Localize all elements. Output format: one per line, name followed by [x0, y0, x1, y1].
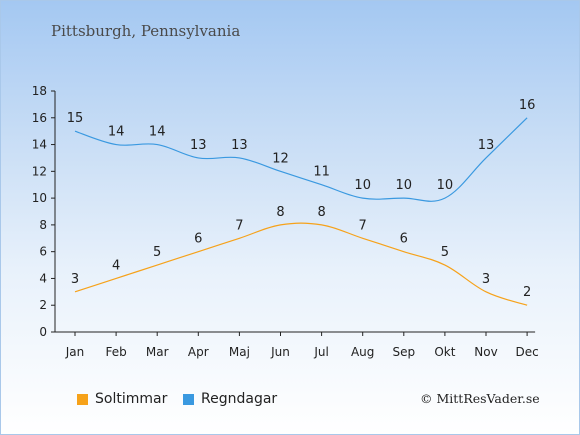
data-label: 8: [276, 205, 284, 220]
data-label: 3: [71, 272, 79, 287]
data-label: 13: [231, 138, 248, 153]
legend-item-rain: Regndagar: [183, 391, 277, 407]
data-label: 4: [112, 258, 120, 273]
data-label: 7: [359, 218, 367, 233]
y-tick-label: 0: [39, 325, 47, 339]
legend-swatch-rain: [183, 393, 194, 405]
site-credit: © MittResVader.se: [420, 391, 540, 406]
x-tick-label: Aug: [351, 345, 374, 359]
data-label: 10: [396, 178, 413, 193]
legend-label-sun: Soltimmar: [95, 391, 168, 407]
data-label: 8: [317, 205, 325, 220]
data-label: 15: [67, 111, 84, 126]
x-tick-label: Jan: [65, 345, 85, 359]
x-tick-label: Feb: [105, 345, 126, 359]
y-tick-label: 8: [39, 218, 47, 232]
legend-swatch-sun: [77, 393, 88, 405]
x-tick-label: Maj: [229, 345, 250, 359]
data-label: 2: [523, 285, 531, 300]
series-line-1: [74, 117, 528, 202]
legend-label-rain: Regndagar: [201, 391, 278, 407]
data-label: 13: [190, 138, 207, 153]
data-label: 10: [354, 178, 371, 193]
data-label: 16: [519, 98, 536, 113]
legend-item-sun: Soltimmar: [77, 391, 167, 407]
data-label: 10: [437, 178, 454, 193]
x-tick-label: Apr: [188, 345, 209, 359]
data-label: 11: [313, 165, 330, 180]
y-tick-label: 6: [39, 245, 47, 259]
y-tick-label: 16: [32, 111, 47, 125]
y-tick-label: 18: [32, 84, 47, 98]
data-label: 13: [478, 138, 495, 153]
data-label: 6: [400, 232, 408, 247]
x-tick-label: Jul: [313, 345, 328, 359]
x-tick-label: Okt: [434, 345, 455, 359]
y-tick-label: 4: [39, 271, 47, 285]
x-tick-label: Nov: [474, 345, 497, 359]
y-tick-label: 10: [32, 191, 47, 205]
series-line-0: [74, 222, 528, 306]
x-tick-label: Mar: [146, 345, 169, 359]
data-label: 14: [108, 125, 125, 140]
data-label: 6: [194, 232, 202, 247]
x-tick-label: Jun: [270, 345, 290, 359]
y-tick-label: 12: [32, 164, 47, 178]
data-label: 5: [153, 245, 161, 260]
data-label: 12: [272, 151, 289, 166]
data-label: 7: [235, 218, 243, 233]
data-label: 14: [149, 125, 166, 140]
x-tick-label: Sep: [392, 345, 415, 359]
data-label: 3: [482, 272, 490, 287]
x-tick-label: Dec: [515, 345, 538, 359]
chart-title: Pittsburgh, Pennsylvania: [51, 22, 241, 40]
y-tick-label: 14: [32, 138, 47, 152]
y-tick-label: 2: [39, 298, 47, 312]
data-label: 5: [441, 245, 449, 260]
